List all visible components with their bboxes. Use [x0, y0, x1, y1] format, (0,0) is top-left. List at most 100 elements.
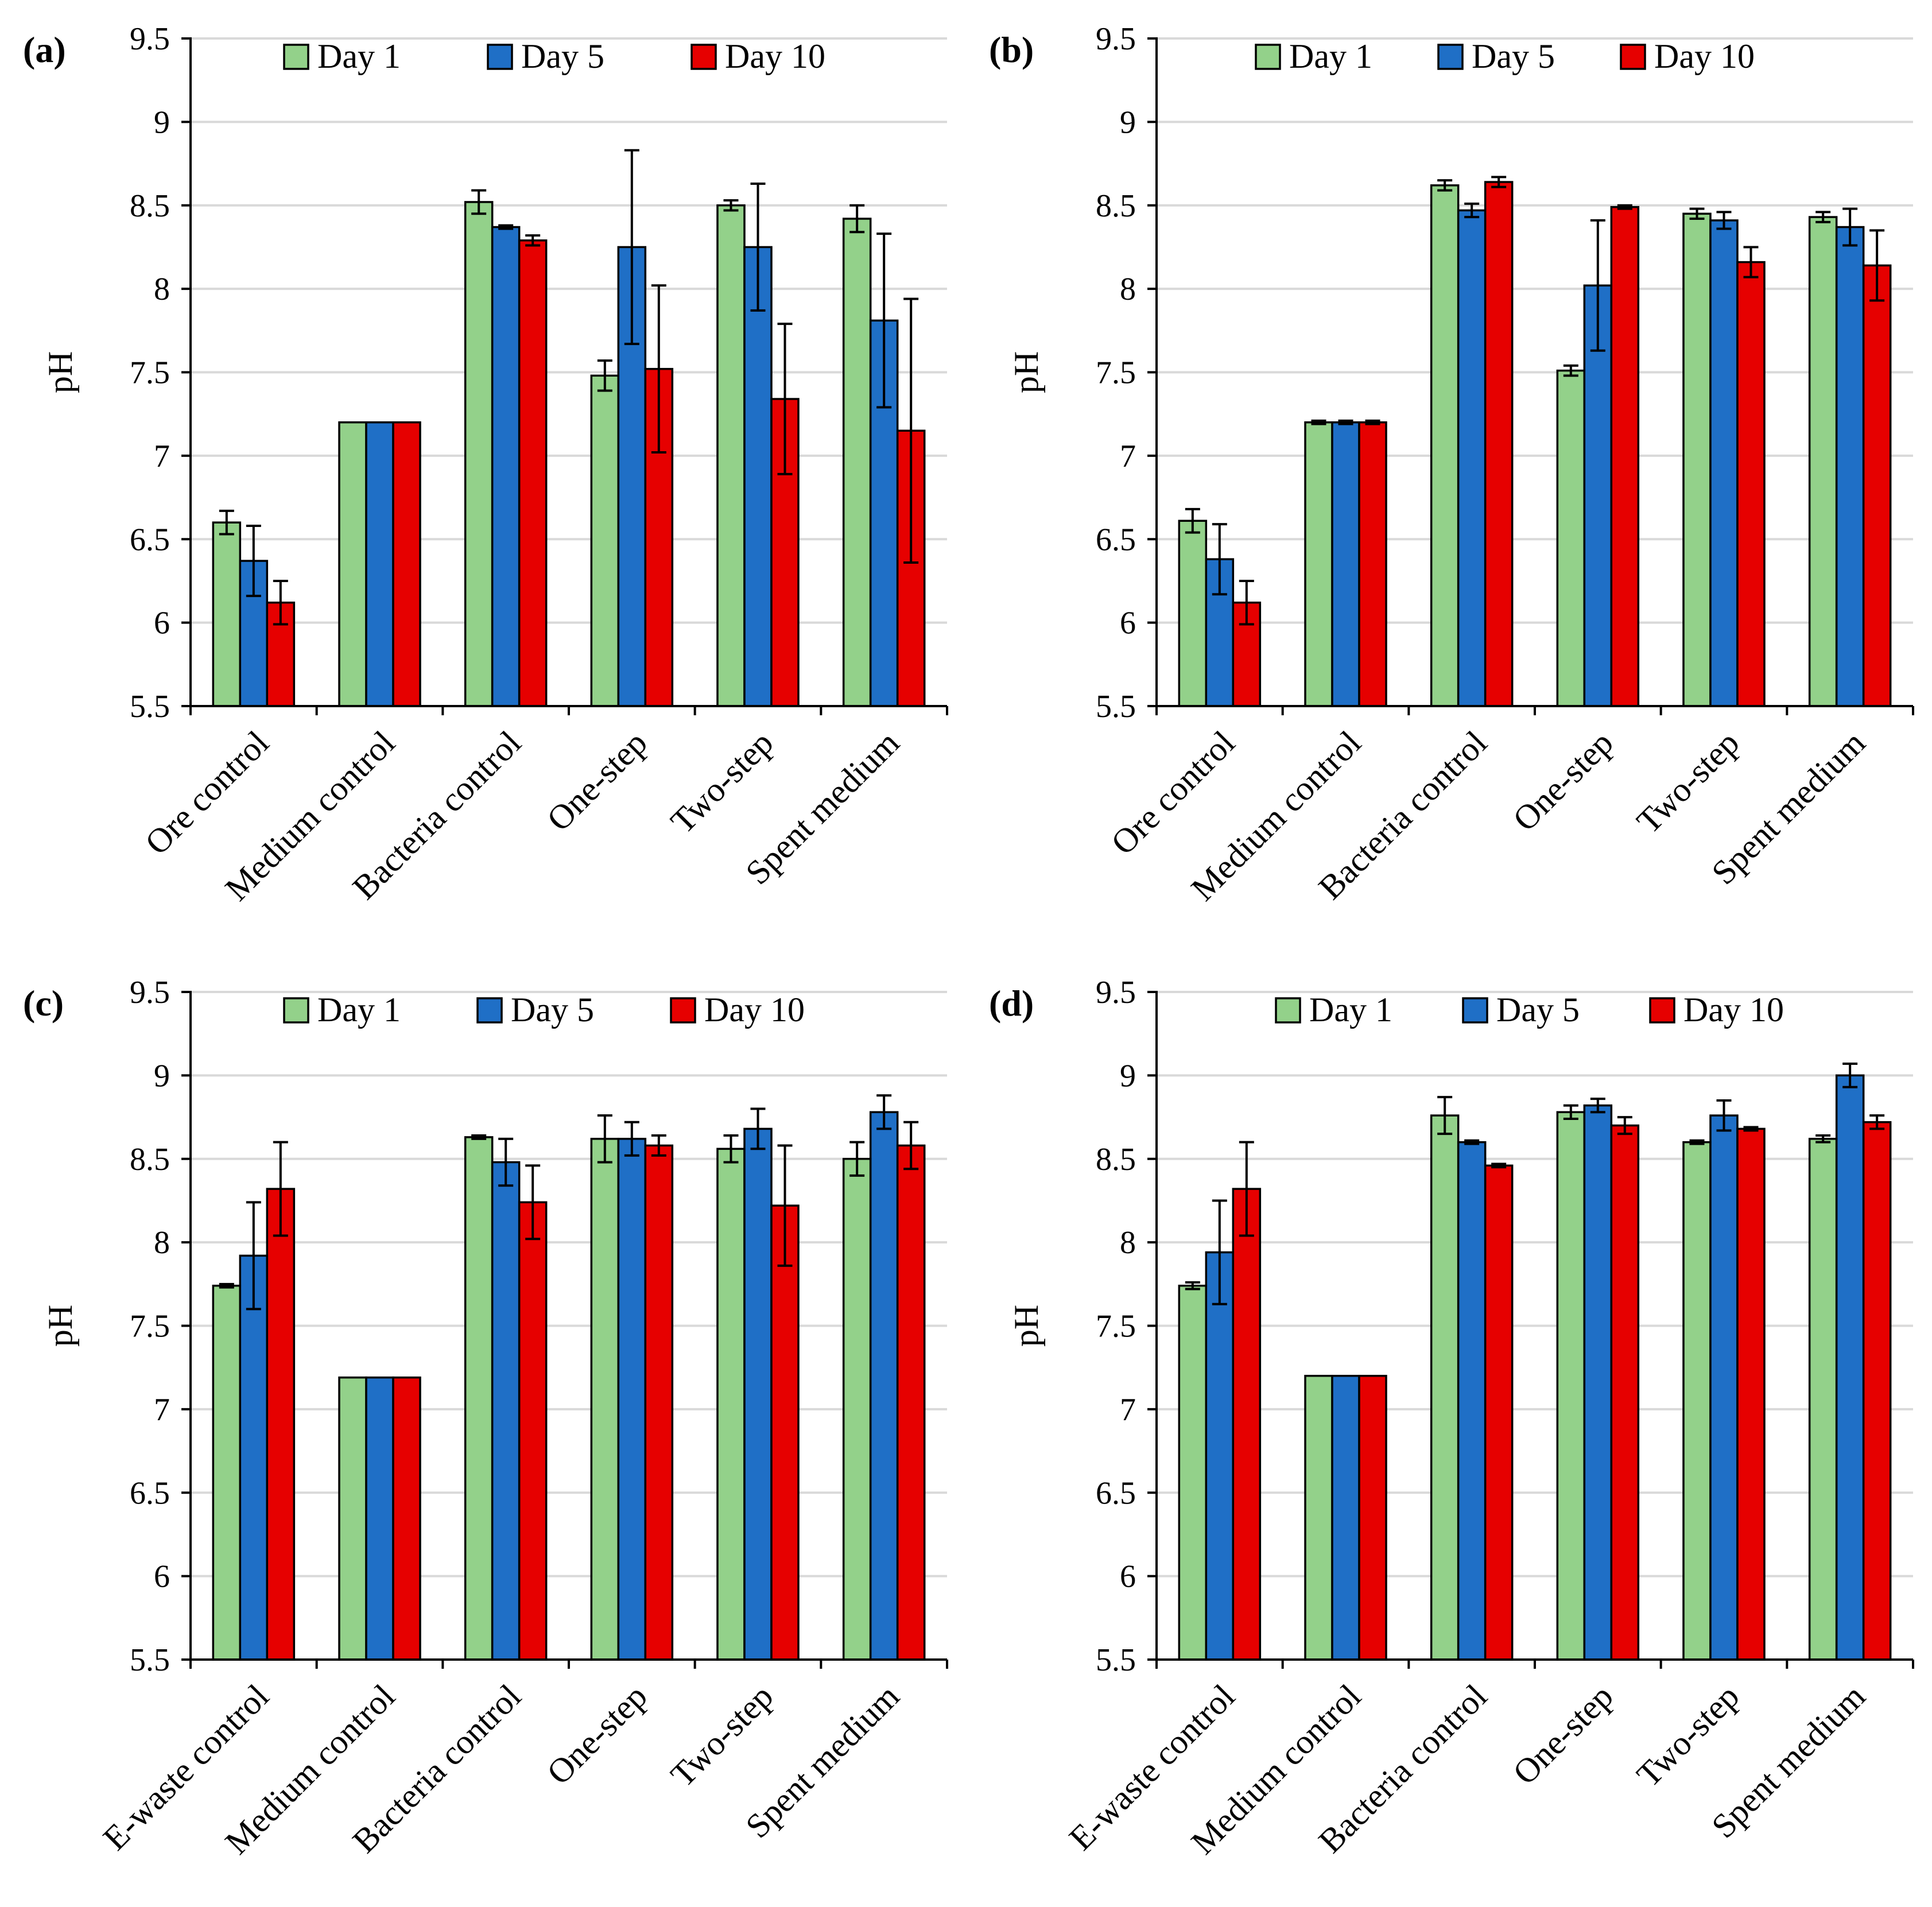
bar-d-day-10-e-waste-control — [1232, 1188, 1262, 1661]
legend-label-day-10: Day 10 — [725, 37, 825, 75]
bar-a-day-5-bacteria-control — [491, 226, 521, 707]
bar-d-day-5-two-step — [1709, 1114, 1739, 1661]
bar-d-day-10-spent-medium — [1862, 1121, 1892, 1661]
legend-label-day-10: Day 10 — [1654, 37, 1755, 75]
bar-d-day-10-one-step — [1610, 1124, 1640, 1661]
y-tick-label: 6 — [154, 1559, 170, 1595]
legend-swatch-day-1 — [283, 997, 309, 1024]
bar-a-day-5-medium-control — [365, 421, 394, 707]
bar-d-day-1-medium-control — [1304, 1374, 1333, 1661]
bar-c-day-1-one-step — [590, 1138, 620, 1661]
bar-c-day-10-medium-control — [392, 1376, 421, 1661]
y-tick-label: 9.5 — [1096, 21, 1136, 57]
legend-swatch-day-10 — [670, 997, 696, 1024]
bar-a-day-1-spent-medium — [842, 218, 872, 707]
y-tick-label: 8 — [154, 272, 170, 307]
bar-b-day-1-one-step — [1556, 369, 1586, 707]
y-tick-label: 9 — [1120, 1058, 1136, 1094]
bar-c-day-1-bacteria-control — [464, 1136, 494, 1661]
bar-a-day-1-two-step — [716, 204, 746, 707]
y-axis-title: pH — [1007, 351, 1045, 393]
y-tick-label: 8 — [1120, 1225, 1136, 1261]
legend-label-day-5: Day 5 — [511, 991, 594, 1029]
bar-c-day-10-bacteria-control — [518, 1201, 548, 1661]
bar-d-day-5-spent-medium — [1835, 1074, 1865, 1661]
y-tick-label: 7.5 — [1096, 355, 1136, 391]
x-tick-label: Two-step — [1630, 1677, 1747, 1794]
bar-b-day-1-bacteria-control — [1430, 184, 1460, 707]
bar-b-day-1-ore-control — [1178, 520, 1208, 707]
y-tick-label: 5.5 — [130, 1642, 170, 1678]
x-tick-label: One-step — [540, 724, 654, 839]
bar-b-day-5-two-step — [1709, 219, 1739, 707]
bar-b-day-10-two-step — [1736, 261, 1766, 707]
bar-c-day-5-two-step — [743, 1127, 773, 1661]
bar-c-day-1-spent-medium — [842, 1158, 872, 1661]
bar-a-day-5-two-step — [743, 246, 773, 707]
bar-c-day-5-spent-medium — [869, 1111, 899, 1661]
bar-c-day-10-two-step — [770, 1204, 800, 1661]
panel-label: (b) — [989, 29, 1034, 70]
bar-d-day-1-bacteria-control — [1430, 1114, 1460, 1661]
bar-c-day-5-one-step — [617, 1138, 647, 1661]
y-tick-label: 5.5 — [1096, 689, 1136, 724]
x-tick-label: Two-step — [1630, 724, 1747, 841]
y-axis-title: pH — [41, 1305, 79, 1347]
bar-a-day-1-bacteria-control — [464, 201, 494, 707]
legend-swatch-day-5 — [1437, 44, 1464, 70]
panel-label: (a) — [23, 29, 66, 70]
bar-b-day-5-bacteria-control — [1457, 209, 1487, 707]
y-tick-label: 6.5 — [130, 522, 170, 557]
bar-d-day-1-spent-medium — [1808, 1138, 1838, 1661]
bar-c-day-1-medium-control — [338, 1376, 367, 1661]
y-axis-title: pH — [41, 351, 79, 393]
bar-b-day-1-two-step — [1682, 212, 1712, 707]
legend-swatch-day-10 — [1649, 997, 1675, 1024]
bar-c-day-1-two-step — [716, 1148, 746, 1661]
bar-d-day-5-one-step — [1583, 1104, 1613, 1661]
y-tick-label: 7.5 — [1096, 1309, 1136, 1344]
legend-label-day-5: Day 5 — [521, 37, 604, 75]
legend-swatch-day-10 — [1620, 44, 1646, 70]
x-tick-label: Ore control — [138, 724, 276, 862]
y-tick-label: 9 — [154, 104, 170, 140]
y-tick-label: 6.5 — [1096, 522, 1136, 557]
y-tick-label: 9 — [154, 1058, 170, 1094]
bar-d-day-10-bacteria-control — [1484, 1164, 1514, 1661]
y-tick-label: 6.5 — [1096, 1475, 1136, 1511]
y-tick-label: 8 — [154, 1225, 170, 1261]
y-axis-title: pH — [1007, 1305, 1045, 1347]
bar-d-day-5-bacteria-control — [1457, 1141, 1487, 1661]
bar-c-day-5-medium-control — [365, 1376, 394, 1661]
y-tick-label: 9.5 — [130, 975, 170, 1010]
y-tick-label: 5.5 — [130, 689, 170, 724]
y-tick-label: 9 — [1120, 104, 1136, 140]
y-tick-label: 8.5 — [130, 188, 170, 224]
legend-swatch-day-10 — [690, 44, 717, 70]
y-tick-label: 9.5 — [130, 21, 170, 57]
bar-c-day-1-e-waste-control — [212, 1284, 242, 1661]
panel-label: (c) — [23, 983, 64, 1024]
y-tick-label: 8.5 — [130, 1142, 170, 1177]
bar-b-day-10-medium-control — [1358, 421, 1387, 707]
x-tick-label: Ore control — [1104, 724, 1242, 862]
legend-label-day-1: Day 1 — [317, 37, 401, 75]
legend-swatch-day-5 — [476, 997, 503, 1024]
legend-swatch-day-5 — [487, 44, 513, 70]
y-tick-label: 8.5 — [1096, 1142, 1136, 1177]
bar-a-day-1-ore-control — [212, 521, 242, 707]
y-tick-label: 6 — [1120, 1559, 1136, 1595]
bar-d-day-1-one-step — [1556, 1111, 1586, 1661]
y-tick-label: 6 — [1120, 606, 1136, 641]
x-tick-label: One-step — [1506, 724, 1620, 839]
legend-swatch-day-1 — [283, 44, 309, 70]
bar-d-day-1-two-step — [1682, 1141, 1712, 1661]
bar-d-day-5-medium-control — [1331, 1374, 1360, 1661]
bar-b-day-10-spent-medium — [1862, 264, 1892, 707]
legend-swatch-day-1 — [1275, 997, 1301, 1024]
x-tick-label: One-step — [1506, 1677, 1620, 1792]
y-tick-label: 7 — [154, 1392, 170, 1428]
bar-b-day-1-spent-medium — [1808, 216, 1838, 707]
